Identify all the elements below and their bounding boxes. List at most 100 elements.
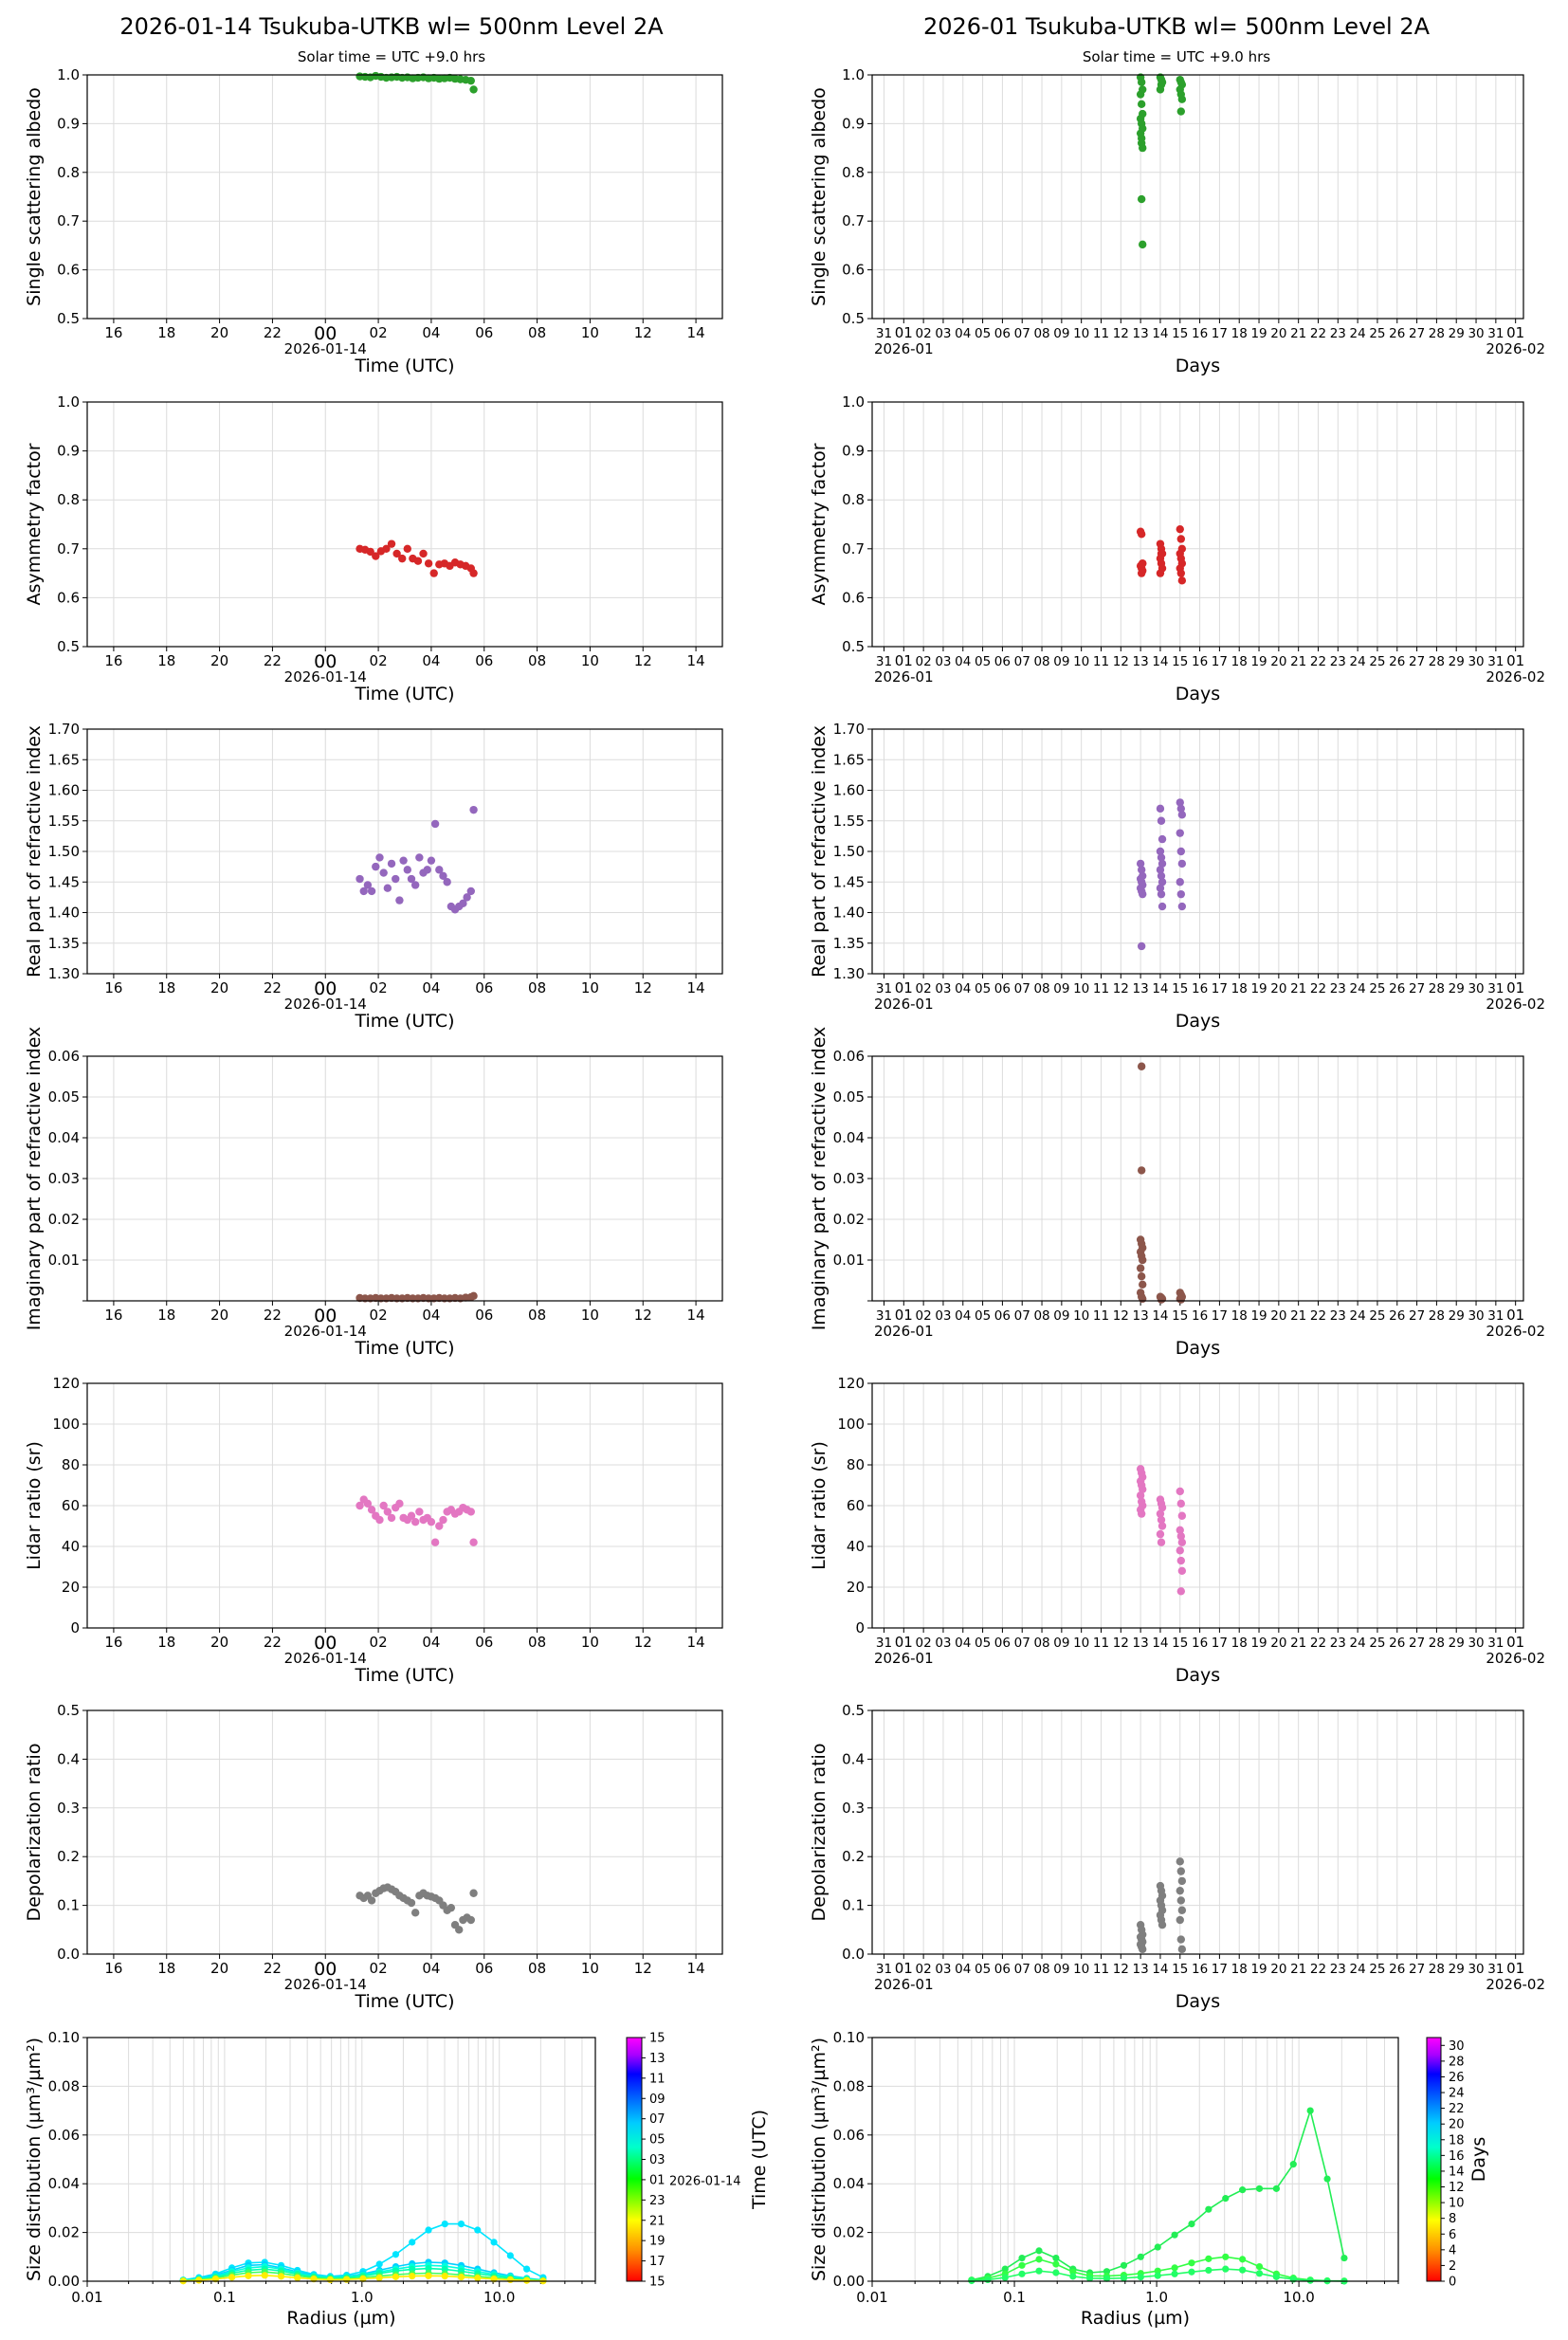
- real-month-xtick-label: 24: [1350, 981, 1366, 996]
- right-colorbar-tick-label: 0: [1449, 2276, 1456, 2290]
- ssa-month-xtick-label: 13: [1133, 326, 1149, 341]
- lidar-month-point: [1139, 1485, 1147, 1494]
- ssa-month-xtick-label: 26: [1389, 326, 1405, 341]
- lidar-day-xtick-label: 22: [264, 1634, 282, 1651]
- asym-month-ytick-label: 0.9: [842, 443, 865, 460]
- depol-month-ytick-label: 0.0: [842, 1946, 865, 1963]
- lidar-month-ytick-label: 40: [847, 1538, 865, 1555]
- size-day-series-point: [392, 2273, 400, 2280]
- imag-day-xtick-label: 02: [370, 1307, 388, 1324]
- ssa-day-xtick-label: 14: [687, 324, 705, 341]
- asym-month-xtick-label: 17: [1212, 654, 1228, 669]
- asym-day-xtick-label: 08: [528, 652, 546, 669]
- real-month-ytick-label: 1.50: [833, 843, 865, 860]
- asym-month-xtick-label: 18: [1231, 654, 1248, 669]
- lidar-month-point: [1176, 1499, 1186, 1508]
- asym-day-point: [413, 557, 423, 565]
- ssa-day-point: [469, 85, 478, 94]
- size-day-series-point: [409, 2239, 416, 2246]
- ssa-day-frame: [86, 74, 723, 320]
- size-day-xlabel: Radius (µm): [286, 2308, 395, 2329]
- ssa-month-xtick-label: 27: [1409, 326, 1425, 341]
- real-day-xtick-label: 04: [422, 979, 440, 996]
- size-month-series-point: [1188, 2221, 1195, 2228]
- real-month-xtick-label: 16: [1192, 981, 1208, 996]
- asym-month-xlabel: Days: [1176, 684, 1220, 704]
- real-month-point: [1156, 884, 1165, 892]
- ssa-day-ytick-label: 0.5: [57, 310, 80, 327]
- left-colorbar-tick-label: 07: [649, 2112, 665, 2127]
- depol-month-point: [1176, 1886, 1184, 1895]
- real-day-point: [423, 866, 431, 874]
- lidar-month-point: [1176, 1587, 1186, 1596]
- real-month-xtick-label: 28: [1429, 981, 1445, 996]
- size-month-series-point: [1001, 2265, 1009, 2273]
- ssa-month-xtick-label: 21: [1290, 326, 1306, 341]
- depol-day-point: [407, 1898, 416, 1908]
- asym-day-xtick-label: 00: [314, 651, 337, 672]
- asym-day-xtick-label: 14: [687, 652, 705, 669]
- asym-month-point: [1176, 535, 1186, 543]
- real-month-point: [1157, 816, 1166, 825]
- right-colorbar-tick-label: 30: [1449, 2039, 1465, 2054]
- imag-month-point: [1139, 1280, 1147, 1289]
- ssa-month-xlabel: Days: [1176, 356, 1220, 376]
- asym-day-ytick-label: 0.9: [57, 443, 80, 460]
- real-day-point: [367, 887, 376, 896]
- real-month-point: [1176, 804, 1186, 814]
- asym-day-xtick-label: 18: [157, 652, 175, 669]
- size-month-series-point: [1272, 2185, 1280, 2192]
- imag-month-xtick-label: 29: [1449, 1308, 1465, 1324]
- depol-month-xtick-label: 04: [955, 1962, 971, 1977]
- depol-month-xtick-label: 31: [876, 1962, 892, 1977]
- lidar-month-point: [1176, 1526, 1184, 1535]
- size-month-series-point: [1137, 2274, 1144, 2281]
- ssa-month-xtick-label: 17: [1212, 326, 1228, 341]
- asym-month-point: [1176, 524, 1184, 534]
- asym-month-xtick-label: 12: [1113, 654, 1129, 669]
- asym-day-point: [429, 569, 438, 577]
- size-month-series-point: [1205, 2255, 1212, 2262]
- real-day-point: [415, 853, 424, 862]
- asym-month-xtick-label: 22: [1310, 654, 1326, 669]
- asym-month-point: [1137, 569, 1146, 577]
- asym-month-xtick-label: 23: [1330, 654, 1346, 669]
- lidar-day-xtick-label: 14: [687, 1634, 705, 1651]
- imag-month-ytick-label: 0.03: [833, 1170, 865, 1187]
- real-month-point: [1158, 834, 1167, 844]
- left-colorbar-label: Time (UTC): [749, 2110, 770, 2210]
- depol-day-xtick-label: 18: [157, 1960, 175, 1977]
- size-month-ytick-label: 0.04: [833, 2175, 865, 2192]
- lidar-month-point: [1158, 1503, 1167, 1512]
- depol-month-xtick-label: 16: [1192, 1962, 1208, 1977]
- left-colorbar-tick-label: 01: [649, 2173, 665, 2187]
- lidar-day-point: [383, 1508, 392, 1516]
- asym-month-point: [1139, 559, 1147, 568]
- real-day-ytick-label: 1.50: [48, 843, 80, 860]
- imag-month-xtick-label: 23: [1330, 1308, 1346, 1324]
- depol-day-frame: [86, 1709, 723, 1955]
- asym-month-xtick-label: 01: [1506, 652, 1524, 669]
- real-month-xtick-label: 10: [1073, 981, 1089, 996]
- lidar-month-xtick-label: 10: [1073, 1636, 1089, 1651]
- size-month-series-point: [1239, 2186, 1247, 2194]
- real-day-ytick-label: 1.35: [48, 935, 80, 952]
- real-month-xtick-label: 25: [1369, 981, 1385, 996]
- imag-month-xtick-label: 28: [1429, 1308, 1445, 1324]
- real-day-point: [427, 856, 436, 865]
- real-day-point: [359, 887, 368, 896]
- depol-month-xtick-label: 19: [1250, 1962, 1267, 1977]
- lidar-day-point: [387, 1513, 396, 1523]
- real-month-xtick-label: 08: [1033, 981, 1049, 996]
- real-month-ytick-label: 1.35: [833, 935, 865, 952]
- imag-month-xlabel: Days: [1176, 1338, 1220, 1359]
- size-day-series-point: [490, 2239, 498, 2246]
- size-day-series-point: [441, 2273, 448, 2280]
- ssa-day-point: [466, 76, 475, 85]
- asym-month-ytick-label: 0.6: [842, 589, 865, 606]
- ssa-month-ytick-label: 0.5: [842, 310, 865, 327]
- asym-month-xtick-label: 24: [1350, 654, 1366, 669]
- depol-month-xtick-label: 01: [1506, 1960, 1524, 1977]
- real-month-xtick-label: 30: [1468, 981, 1484, 996]
- imag-day-xtick-label: 12: [634, 1307, 652, 1324]
